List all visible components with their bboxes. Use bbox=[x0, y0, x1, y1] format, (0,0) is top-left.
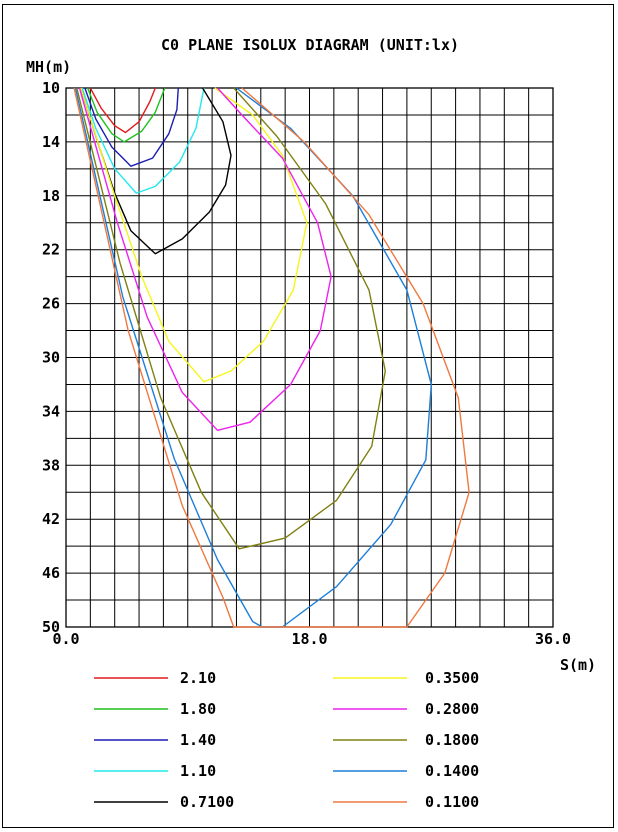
legend-label: 0.1800 bbox=[425, 731, 479, 749]
isolux-curve-0-1100 bbox=[73, 87, 470, 628]
chart-title: C0 PLANE ISOLUX DIAGRAM (UNIT:lx) bbox=[161, 36, 459, 54]
y-tick-label: 26 bbox=[42, 295, 60, 313]
isolux-curve-0-2800 bbox=[78, 87, 332, 431]
x-tick-label: 18.0 bbox=[291, 630, 327, 648]
y-tick-label: 30 bbox=[42, 349, 60, 367]
isolux-curve-0-1800 bbox=[76, 87, 386, 550]
y-axis-label: MH(m) bbox=[26, 58, 71, 76]
x-axis-label: S(m) bbox=[560, 656, 596, 674]
legend-label: 1.80 bbox=[180, 700, 216, 718]
chart-legend: 2.10 1.80 1.40 1.10 0.7100 0.3500 0.2800 0.1800… bbox=[94, 669, 479, 811]
y-tick-label: 42 bbox=[42, 510, 60, 528]
legend-label: 1.40 bbox=[180, 731, 216, 749]
legend-label: 2.10 bbox=[180, 669, 216, 687]
isolux-curve-0-3500 bbox=[80, 87, 308, 383]
isolux-curve-0-1400 bbox=[74, 87, 432, 628]
chart-series bbox=[73, 87, 470, 628]
x-tick-label: 36.0 bbox=[535, 630, 571, 648]
y-tick-label: 38 bbox=[42, 456, 60, 474]
legend-label: 0.3500 bbox=[425, 669, 479, 687]
chart-frame bbox=[2, 4, 614, 828]
y-tick-label: 46 bbox=[42, 564, 60, 582]
y-tick-label: 14 bbox=[42, 133, 60, 151]
isolux-curve-1-10 bbox=[81, 87, 205, 194]
y-tick-label: 18 bbox=[42, 187, 60, 205]
isolux-curve-2-10 bbox=[89, 87, 156, 134]
x-tick-labels: 0.0 18.0 36.0 bbox=[52, 630, 571, 648]
legend-label: 0.1400 bbox=[425, 762, 479, 780]
legend-label: 0.7100 bbox=[180, 793, 234, 811]
y-tick-label: 10 bbox=[42, 79, 60, 97]
chart-grid bbox=[65, 87, 554, 628]
isolux-curve-1-80 bbox=[86, 87, 166, 143]
y-tick-labels: 10 14 18 22 26 30 34 38 42 46 50 bbox=[42, 79, 60, 636]
y-tick-label: 34 bbox=[42, 402, 60, 420]
isolux-curve-1-40 bbox=[84, 87, 179, 167]
legend-label: 0.1100 bbox=[425, 793, 479, 811]
y-tick-label: 22 bbox=[42, 241, 60, 259]
x-tick-label: 0.0 bbox=[52, 630, 79, 648]
legend-label: 1.10 bbox=[180, 762, 216, 780]
y-tick-label: 50 bbox=[42, 618, 60, 636]
legend-label: 0.2800 bbox=[425, 700, 479, 718]
